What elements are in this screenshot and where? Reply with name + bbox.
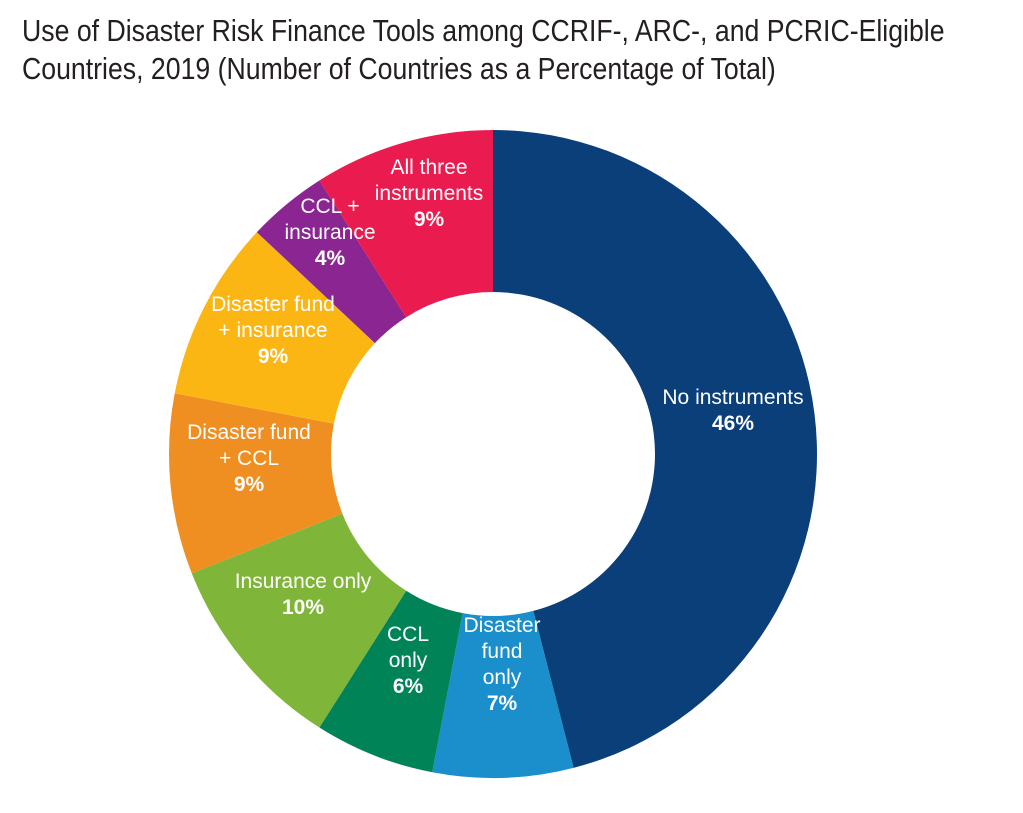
slice-disaster-fund-only <box>432 610 574 778</box>
data-label-insurance-only: Insurance only 10% <box>235 570 372 619</box>
data-label-line: CCL + <box>300 195 359 218</box>
data-label-line: + insurance <box>218 319 327 342</box>
chart-title-line-1: Use of Disaster Risk Finance Tools among… <box>22 13 945 48</box>
donut-labels: No instruments 46% Disaster fund only 7% CCL on… <box>187 156 803 715</box>
data-label-value: 9% <box>414 208 445 231</box>
slice-no-instruments <box>493 130 817 768</box>
data-label-line: fund <box>482 640 523 663</box>
data-label-value: 4% <box>315 247 346 270</box>
data-label-line: instruments <box>375 182 484 205</box>
slice-insurance-only <box>191 513 407 728</box>
data-label-line: Disaster fund <box>187 421 311 444</box>
data-label-line: only <box>389 649 428 672</box>
donut-slices <box>169 130 817 778</box>
data-label-line: only <box>483 666 522 689</box>
data-label-line: All three <box>390 156 467 179</box>
slice-disaster-fund-ccl <box>169 393 343 574</box>
data-label-line: Disaster fund <box>211 293 335 316</box>
data-label-ccl-only: CCL only 6% <box>387 623 429 698</box>
data-label-value: 9% <box>258 345 289 368</box>
data-label-line: No instruments <box>662 386 803 409</box>
data-label-line: + CCL <box>219 447 279 470</box>
slice-disaster-fund-insurance <box>174 232 375 424</box>
data-label-line: Disaster <box>463 614 540 637</box>
slice-ccl-only <box>319 590 463 773</box>
data-label-disaster-fund-insurance: Disaster fund + insurance 9% <box>211 293 335 368</box>
data-label-value: 7% <box>487 692 518 715</box>
data-label-disaster-fund-only: Disaster fund only 7% <box>463 614 540 715</box>
data-label-line: Insurance only <box>235 570 372 593</box>
data-label-disaster-fund-ccl: Disaster fund + CCL 9% <box>187 421 311 496</box>
data-label-no-instruments: No instruments 46% <box>662 386 803 435</box>
data-label-all-three-instruments: All three instruments 9% <box>375 156 484 231</box>
chart-title: Use of Disaster Risk Finance Tools among… <box>22 12 945 88</box>
slice-ccl-insurance <box>256 180 407 344</box>
chart-title-line-2: Countries, 2019 (Number of Countries as … <box>22 51 776 86</box>
data-label-line: insurance <box>284 221 375 244</box>
data-label-value: 46% <box>712 412 754 435</box>
data-label-value: 6% <box>393 675 424 698</box>
slice-all-three-instruments <box>319 130 493 318</box>
data-label-line: CCL <box>387 623 429 646</box>
data-label-ccl-insurance: CCL + insurance 4% <box>284 195 375 270</box>
data-label-value: 10% <box>282 596 324 619</box>
data-label-value: 9% <box>234 473 265 496</box>
